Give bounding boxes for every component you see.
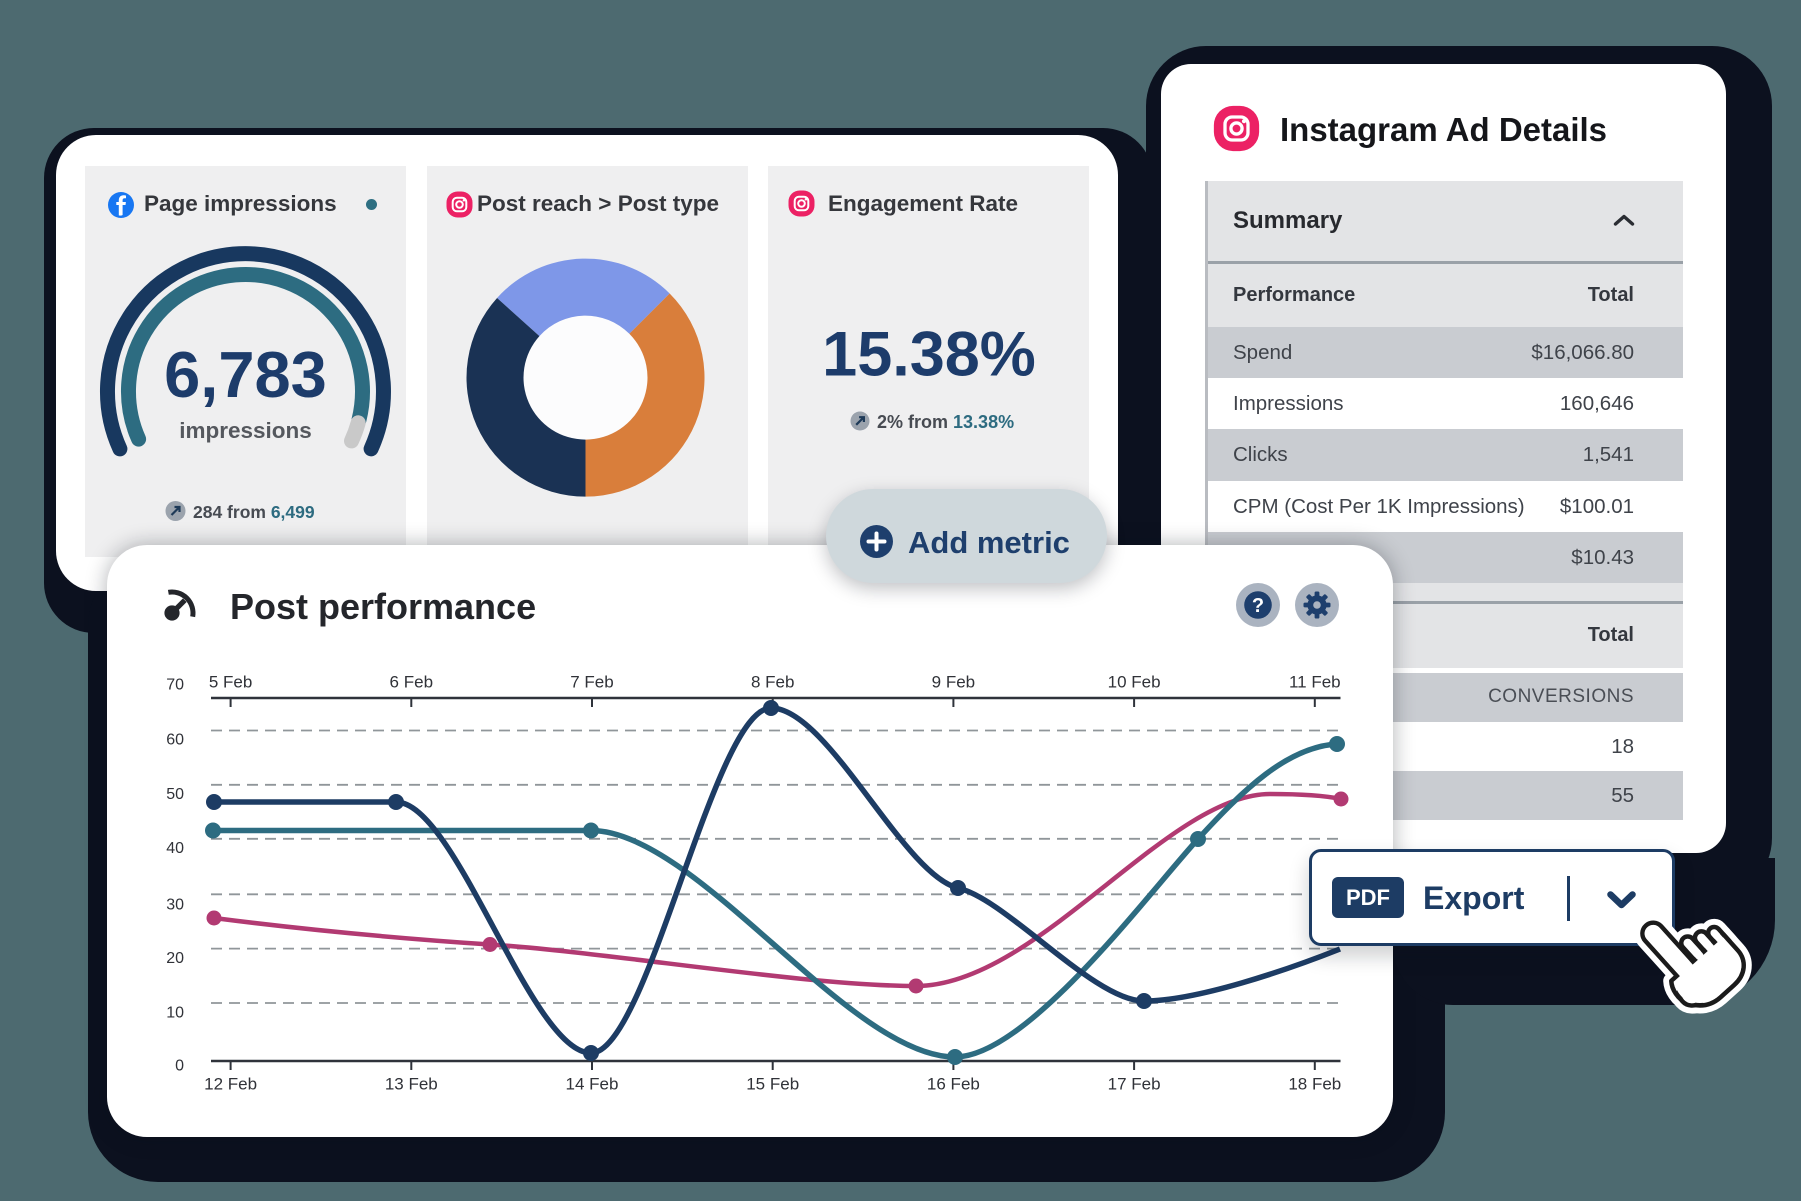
svg-text:50: 50 <box>166 786 184 803</box>
svg-text:14 Feb: 14 Feb <box>566 1075 619 1094</box>
svg-text:Post performance: Post performance <box>230 586 536 627</box>
svg-text:20: 20 <box>166 950 184 967</box>
svg-text:15.38%: 15.38% <box>822 320 1036 390</box>
svg-text:8 Feb: 8 Feb <box>751 673 794 692</box>
svg-text:impressions: impressions <box>179 418 312 443</box>
svg-text:2% from 13.38%: 2% from 13.38% <box>877 412 1014 432</box>
svg-text:10 Feb: 10 Feb <box>1108 673 1161 692</box>
svg-text:15 Feb: 15 Feb <box>746 1075 799 1094</box>
svg-text:284 from 6,499: 284 from 6,499 <box>193 502 315 522</box>
svg-text:40: 40 <box>166 840 184 857</box>
svg-text:30: 30 <box>166 896 184 913</box>
svg-text:9 Feb: 9 Feb <box>932 673 975 692</box>
svg-text:18 Feb: 18 Feb <box>1288 1075 1341 1094</box>
svg-text:70: 70 <box>166 676 184 693</box>
svg-text:13 Feb: 13 Feb <box>385 1075 438 1094</box>
svg-text:17 Feb: 17 Feb <box>1108 1075 1161 1094</box>
svg-text:60: 60 <box>166 732 184 749</box>
svg-text:10: 10 <box>166 1004 184 1021</box>
svg-text:0: 0 <box>175 1058 184 1075</box>
svg-text:6,783: 6,783 <box>164 338 327 411</box>
svg-text:5 Feb: 5 Feb <box>209 673 252 692</box>
svg-text:7 Feb: 7 Feb <box>570 673 613 692</box>
svg-text:11 Feb: 11 Feb <box>1289 673 1341 692</box>
svg-text:6 Feb: 6 Feb <box>390 673 433 692</box>
svg-text:16 Feb: 16 Feb <box>927 1075 980 1094</box>
svg-text:12 Feb: 12 Feb <box>204 1075 257 1094</box>
svg-text:?: ? <box>1252 595 1264 617</box>
